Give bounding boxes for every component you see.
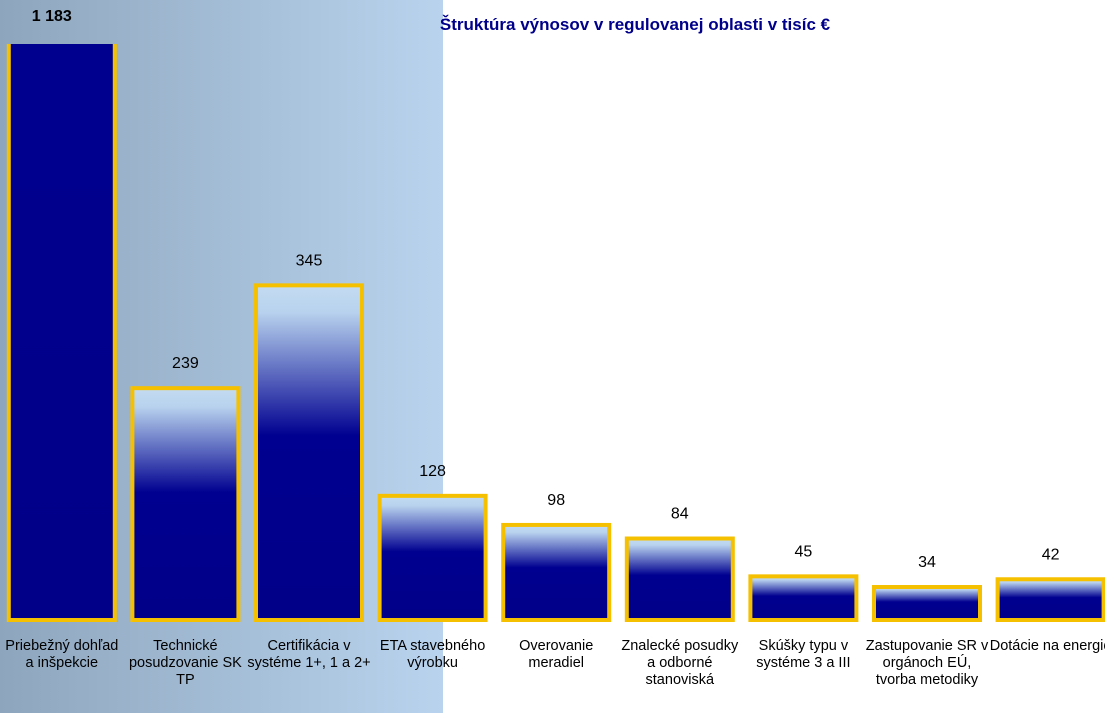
value-label: 239 (172, 355, 199, 372)
value-label: 34 (918, 554, 936, 571)
category-label: Zastupovanie SR v orgánoch EÚ, tvorba me… (865, 638, 989, 688)
bar (6, 44, 117, 622)
bar (501, 522, 612, 622)
value-label: 84 (671, 506, 689, 523)
bar (748, 574, 859, 622)
category-label: Skúšky typu v systéme 3 a III (756, 638, 851, 671)
bar (377, 493, 488, 622)
bars (6, 44, 1105, 623)
bar (624, 536, 735, 623)
bar (872, 585, 982, 623)
bar (254, 283, 364, 622)
value-label: 98 (547, 492, 565, 509)
value-label: 345 (296, 252, 323, 269)
value-label: 45 (795, 543, 813, 560)
bar (130, 386, 241, 623)
value-label: 1 183 (32, 8, 72, 25)
category-label: Dotácie na energie (989, 638, 1105, 654)
value-label: 128 (419, 463, 446, 480)
category-label: Certifikácia v systéme 1+, 1 a 2+ (247, 638, 371, 671)
category-label: ETA stavebného výrobku (379, 638, 486, 671)
category-label: Priebežný dohľad a inšpekcie (5, 638, 119, 671)
category-label: Technické posudzovanie SK TP (128, 638, 242, 688)
bar (995, 577, 1105, 623)
chart-title: Štruktúra výnosov v regulovanej oblasti … (440, 15, 831, 34)
value-label: 42 (1042, 546, 1060, 563)
category-label: Znalecké posudky a odborné stanoviská (621, 638, 739, 688)
category-label: Overovanie meradiel (519, 638, 594, 671)
